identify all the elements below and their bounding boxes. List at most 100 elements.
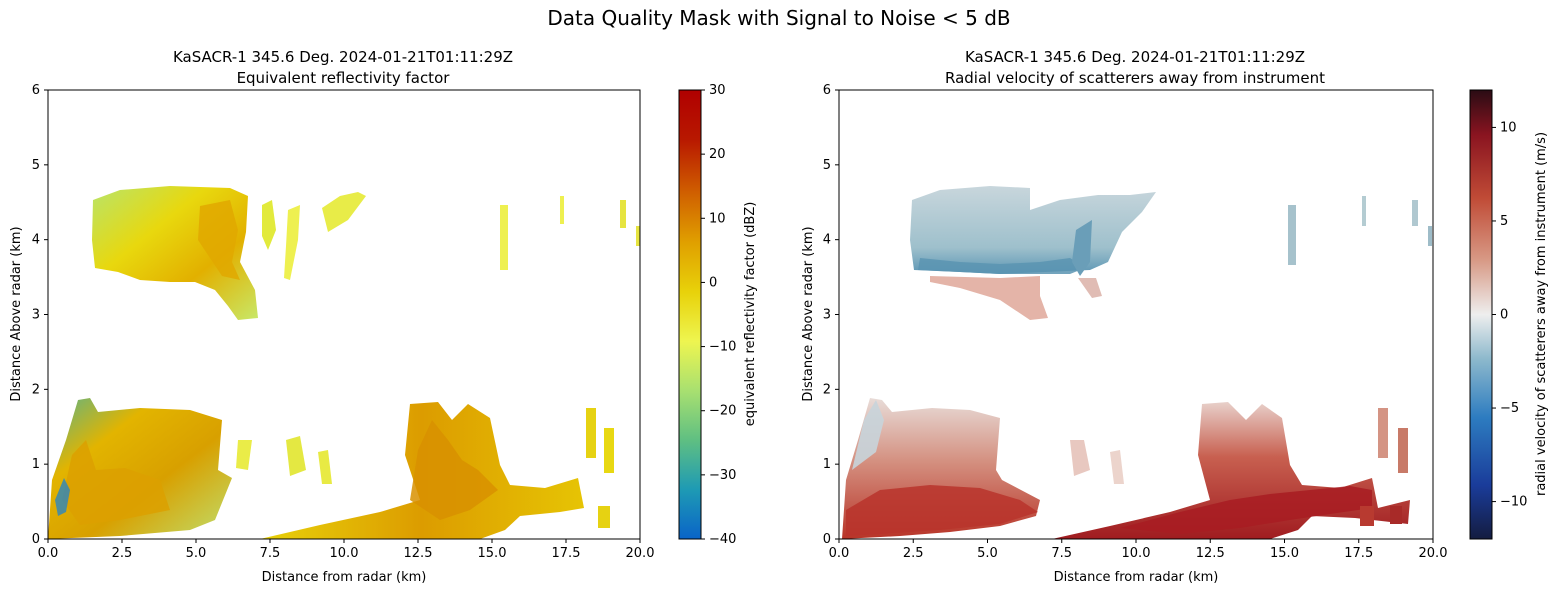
x-tick-label: 0.0 [38, 546, 59, 561]
colorbar-label: equivalent reflectivity factor (dBZ) [743, 202, 758, 427]
y-axis: 0 1 2 3 4 5 6 [32, 83, 48, 547]
y-tick-label: 6 [32, 83, 40, 98]
lower-far-core [410, 420, 498, 520]
y-tick-label: 5 [823, 158, 831, 173]
colorbar-tick-label: 30 [709, 83, 726, 98]
colorbar-tick-label: 10 [709, 211, 726, 226]
colorbar-tick-label: 0 [1500, 308, 1508, 323]
x-axis: 0.0 2.5 5.0 7.5 10.0 12.5 15.0 17.5 20.0 [38, 539, 655, 561]
panel-title-line2: Equivalent reflectivity factor [237, 69, 451, 87]
colorbar-tick-label: 5 [1500, 214, 1508, 229]
lower-velocity-speck [1390, 506, 1402, 524]
x-tick-label: 12.5 [404, 546, 433, 561]
y-tick-label: 6 [823, 83, 831, 98]
lower-echo-fragment [318, 450, 332, 484]
lower-near-core [62, 440, 170, 525]
upper-velocity-speck [1288, 205, 1296, 265]
y-tick-label: 2 [32, 382, 40, 397]
lower-echo-fragment [286, 436, 306, 476]
x-tick-label: 2.5 [112, 546, 133, 561]
x-axis-label: Distance from radar (km) [262, 570, 427, 585]
x-tick-label: 7.5 [260, 546, 281, 561]
y-tick-label: 1 [823, 457, 831, 472]
x-tick-label: 10.0 [330, 546, 359, 561]
lower-velocity-speck [1398, 428, 1408, 473]
x-tick-label: 12.5 [1196, 546, 1225, 561]
x-tick-label: 2.5 [903, 546, 924, 561]
lower-near-blue-edge [55, 478, 70, 516]
x-tick-label: 7.5 [1051, 546, 1072, 561]
colorbar-tick-label: 10 [1500, 120, 1517, 135]
lower-echo-speck [586, 408, 596, 458]
y-tick-label: 2 [823, 382, 831, 397]
colorbar-tick-label: 20 [709, 147, 726, 162]
lower-near-velocity-edge [852, 400, 884, 470]
x-tick-label: 10.0 [1122, 546, 1151, 561]
upper-echo-speck [560, 196, 564, 224]
upper-echo-speck [500, 205, 508, 270]
y-axis-label: Distance Above radar (km) [9, 226, 24, 401]
colorbar [678, 89, 702, 540]
y-axis-label: Distance Above radar (km) [801, 226, 816, 401]
colorbar-tick-label: −10 [709, 340, 736, 355]
x-tick-label: 20.0 [626, 546, 655, 561]
panel-title-line1: KaSACR-1 345.6 Deg. 2024-01-21T01:11:29Z [965, 48, 1305, 66]
x-tick-label: 5.0 [186, 546, 207, 561]
x-tick-label: 5.0 [977, 546, 998, 561]
y-tick-label: 4 [32, 233, 40, 248]
reflectivity-field [48, 186, 640, 539]
colorbar [1469, 89, 1493, 540]
y-tick-label: 4 [823, 233, 831, 248]
panel-title-line2: Radial velocity of scatterers away from … [945, 69, 1325, 87]
x-axis-label: Distance from radar (km) [1054, 570, 1219, 585]
x-tick-label: 17.5 [1344, 546, 1373, 561]
lower-echo-speck [604, 428, 614, 473]
x-axis: 0.0 2.5 5.0 7.5 10.0 12.5 15.0 17.5 20.0 [829, 539, 1448, 561]
lower-near-velocity-core [846, 485, 1038, 536]
upper-layer-velocity [910, 186, 1156, 274]
upper-cloud-core [198, 200, 240, 280]
lower-velocity-speck [1360, 506, 1374, 526]
reflectivity-panel: KaSACR-1 345.6 Deg. 2024-01-21T01:11:29Z… [9, 48, 758, 585]
figure-suptitle: Data Quality Mask with Signal to Noise <… [547, 6, 1010, 30]
colorbar-tick-label: −40 [709, 532, 736, 547]
upper-velocity-speck [1362, 196, 1366, 226]
y-tick-label: 3 [823, 308, 831, 323]
lower-velocity-speck [1378, 408, 1388, 458]
lower-velocity-fragment [1070, 440, 1090, 476]
x-tick-label: 15.0 [1270, 546, 1299, 561]
upper-cloud-fragment [262, 200, 276, 250]
y-axis: 0 1 2 3 4 5 6 [823, 83, 839, 547]
colorbar-tick-label: −20 [709, 404, 736, 419]
y-tick-label: 1 [32, 457, 40, 472]
x-tick-label: 15.0 [478, 546, 507, 561]
lower-echo-fragment [236, 440, 252, 470]
colorbar-tick-label: −30 [709, 468, 736, 483]
x-tick-label: 20.0 [1419, 546, 1448, 561]
y-tick-label: 0 [32, 532, 40, 547]
x-tick-label: 0.0 [829, 546, 850, 561]
lower-echo-speck [598, 506, 610, 528]
upper-echo-speck [636, 226, 640, 246]
velocity-field [842, 186, 1432, 539]
panel-title-line1: KaSACR-1 345.6 Deg. 2024-01-21T01:11:29Z [173, 48, 513, 66]
upper-layer-base-receding [930, 276, 1048, 320]
y-tick-label: 0 [823, 532, 831, 547]
colorbar-label: radial velocity of scatterers away from … [1534, 132, 1549, 496]
x-tick-label: 17.5 [552, 546, 581, 561]
upper-layer-velocity-fragment [1072, 220, 1092, 276]
upper-layer-base-receding [1078, 278, 1102, 298]
y-tick-label: 3 [32, 308, 40, 323]
colorbar-tick-label: −5 [1500, 401, 1519, 416]
lower-velocity-fragment [1110, 450, 1124, 484]
lower-far-velocity-core [1120, 486, 1372, 534]
upper-layer-velocity-core [918, 258, 1085, 274]
upper-velocity-speck [1428, 226, 1432, 246]
velocity-panel: KaSACR-1 345.6 Deg. 2024-01-21T01:11:29Z… [801, 48, 1549, 585]
upper-velocity-speck [1412, 200, 1418, 226]
upper-echo-speck [620, 200, 626, 228]
y-tick-label: 5 [32, 158, 40, 173]
colorbar-ticks: 30 20 10 0 −10 −20 −30 −40 [701, 83, 736, 547]
colorbar-tick-label: 0 [709, 275, 717, 290]
